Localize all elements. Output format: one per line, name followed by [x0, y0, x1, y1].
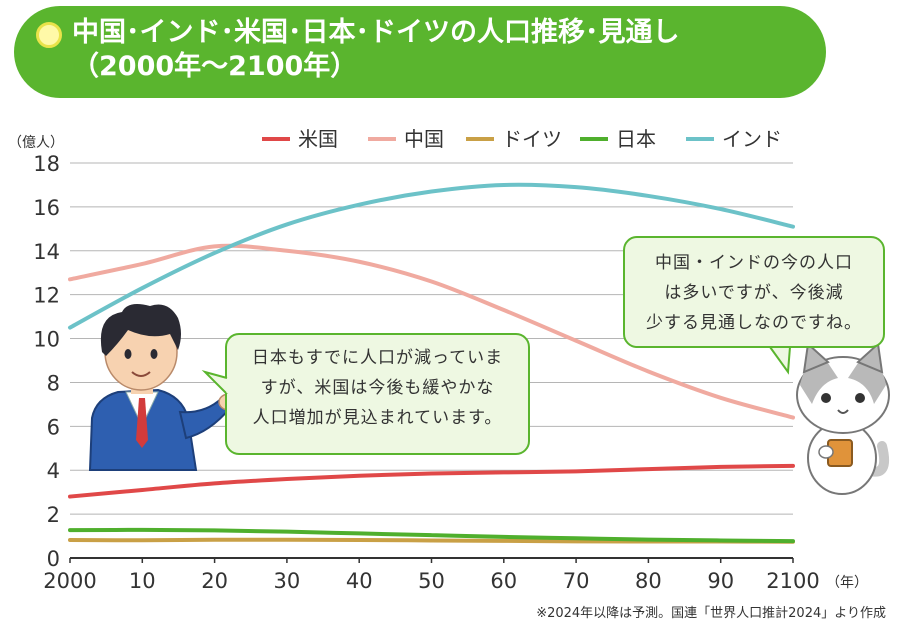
x-tick-label: 80	[635, 569, 662, 593]
teacher-illustration	[88, 304, 246, 471]
teacher-speech-bubble: 日本もすでに人口が減っていま すが、米国は今後も緩やかな 人口増加が見込まれてい…	[225, 333, 530, 455]
y-tick-label: 12	[33, 284, 60, 308]
y-tick-label: 14	[33, 240, 60, 264]
y-tick-label: 16	[33, 196, 60, 220]
cat-illustration	[796, 342, 890, 495]
bubble-left-line-3: 人口増加が見込まれています。	[252, 408, 503, 428]
title-banner: 中国･インド･米国･日本･ドイツの人口推移･見通し （2000年～2100年）	[14, 6, 826, 98]
x-tick-label: 60	[490, 569, 517, 593]
source-footnote: ※2024年以降は予測。国連「世界人口推計2024」より作成	[536, 606, 886, 621]
x-tick-label: 10	[129, 569, 156, 593]
axes: 0 2 4 6 8 10 12 14 16 18（億人） 2000 10 20 30 40 50 60 70 80 9…	[8, 135, 868, 593]
title-line-2: （2000年～2100年）	[72, 51, 358, 82]
legend: 米国 中国 ドイツ 日本 インド	[262, 127, 782, 151]
bubble-right-line-1: 中国・インドの今の人口	[655, 253, 853, 273]
y-tick-label: 2	[47, 503, 60, 527]
series-line-2	[68, 243, 795, 420]
bubble-right-line-3: 少する見通しなのですね。	[646, 313, 862, 333]
y-tick-label: 18	[33, 152, 60, 176]
y-tick-label: 8	[47, 371, 60, 395]
legend-label: インド	[722, 127, 782, 151]
series-line-4	[68, 527, 795, 544]
bubble-right-line-2: は多いですが、今後減	[664, 283, 844, 303]
legend-label: ドイツ	[502, 127, 562, 151]
cat-speech-bubble: 中国・インドの今の人口 は多いですが、今後減 少する見通しなのですね。	[623, 236, 885, 348]
title-line-1: 中国･インド･米国･日本･ドイツの人口推移･見通し	[72, 17, 680, 48]
legend-label: 日本	[616, 127, 656, 151]
x-axis-label: （年）	[826, 575, 868, 591]
x-tick-label: 30	[274, 569, 301, 593]
title-bullet-icon	[36, 22, 62, 48]
legend-label: 米国	[298, 127, 338, 151]
x-tick-label: 90	[707, 569, 734, 593]
bubble-left-line-2: すが、米国は今後も緩やかな	[260, 378, 495, 398]
x-tick-label: 2100	[766, 569, 819, 593]
series-line-5	[68, 182, 795, 330]
page-title: 中国･インド･米国･日本･ドイツの人口推移･見通し （2000年～2100年）	[72, 16, 806, 84]
y-axis-label: （億人）	[8, 135, 64, 151]
series-line-1	[68, 463, 795, 499]
y-tick-label: 10	[33, 328, 60, 352]
x-tick-label: 2000	[43, 569, 96, 593]
legend-label: 中国	[404, 127, 444, 151]
y-tick-label: 6	[47, 415, 60, 439]
x-tick-label: 20	[201, 569, 228, 593]
x-tick-label: 50	[418, 569, 445, 593]
bubble-left-line-1: 日本もすでに人口が減っていま	[251, 348, 504, 368]
series-lines	[68, 182, 795, 544]
y-tick-label: 4	[47, 459, 60, 483]
x-tick-label: 40	[346, 569, 373, 593]
y-tick-label: 0	[47, 547, 60, 571]
x-tick-label: 70	[563, 569, 590, 593]
